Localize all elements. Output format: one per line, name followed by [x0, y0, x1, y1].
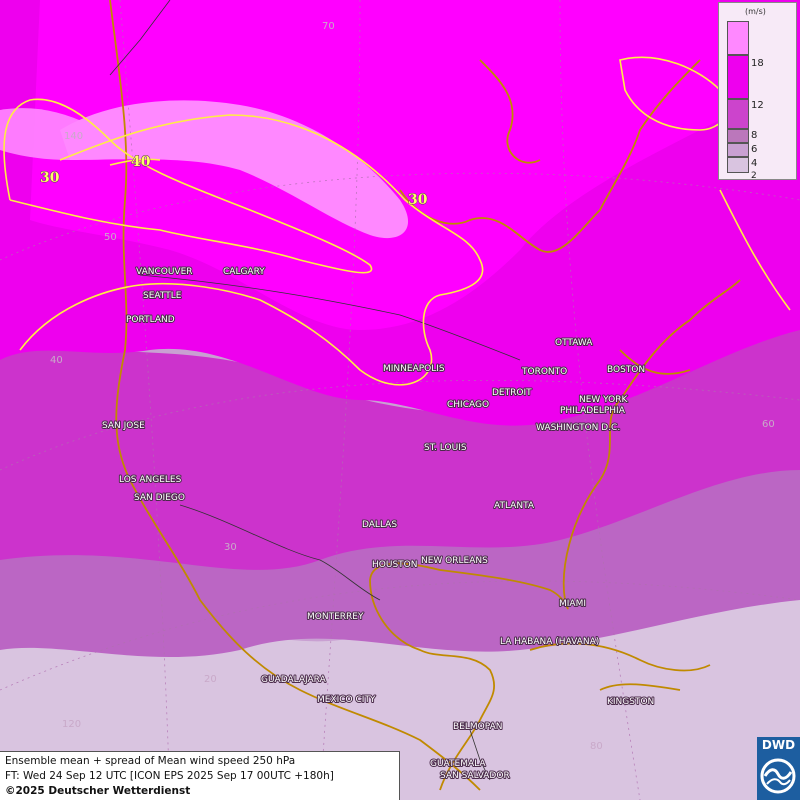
legend-tick-8: 8	[751, 130, 758, 141]
city-portland: PORTLAND	[126, 315, 175, 325]
isoline-label-40: 40	[131, 154, 151, 170]
legend-swatch-4-6	[727, 143, 749, 157]
lat-label-70: 70	[322, 21, 335, 32]
map-title: Ensemble mean + spread of Mean wind spee…	[5, 755, 296, 767]
city-toronto: TORONTO	[521, 367, 567, 377]
dwd-logo-text: DWD	[761, 738, 796, 752]
city-belmopan: BELMOPAN	[453, 722, 502, 732]
shade-jet-core-west	[0, 108, 90, 160]
shade-core	[30, 0, 720, 330]
city-calgary: CALGARY	[223, 267, 265, 277]
legend-swatch-18plus	[727, 21, 749, 55]
legend-tick-4: 4	[751, 158, 758, 169]
graticule-labels: 70 140 50 40 30 20 120 60 80	[50, 21, 775, 752]
city-chicago: CHICAGO	[447, 400, 489, 410]
dwd-logo: DWD	[757, 737, 800, 800]
forecast-time: FT: Wed 24 Sep 12 UTC [ICON EPS 2025 Sep…	[5, 770, 334, 782]
city-detroit: DETROIT	[492, 388, 532, 398]
legend-swatch-8-12	[727, 99, 749, 129]
isoline-label-30-west: 30	[40, 170, 60, 186]
city-havana: LA HABANA (HAVANA)	[500, 637, 599, 647]
city-washington-dc: WASHINGTON D.C.	[536, 423, 620, 433]
lon-label-120: 120	[62, 719, 81, 730]
city-new-york: NEW YORK	[579, 395, 629, 405]
color-legend: (m/s) 18 12 8 6 4 2	[718, 2, 797, 181]
legend-tick-18: 18	[751, 58, 764, 69]
dwd-wave-icon	[760, 758, 796, 794]
legend-tick-6: 6	[751, 144, 758, 155]
city-dallas: DALLAS	[362, 520, 397, 530]
city-st-louis: ST. LOUIS	[424, 443, 467, 453]
isoline-labels: 30 40 30	[40, 154, 429, 209]
lon-label-80: 80	[590, 741, 603, 752]
city-labels: VANCOUVER CALGARY SEATTLE PORTLAND SAN J…	[101, 266, 655, 782]
lat-label-30: 30	[224, 542, 237, 553]
lat-label-50: 50	[104, 232, 117, 243]
legend-swatch-6-8	[727, 129, 749, 143]
city-mexico-city: MEXICO CITY	[317, 695, 376, 705]
city-guatemala: GUATEMALA	[430, 759, 486, 769]
city-vancouver: VANCOUVER	[136, 267, 193, 277]
city-philadelphia: PHILADELPHIA	[560, 406, 626, 416]
coastlines	[109, 0, 741, 791]
lat-label-20: 20	[204, 674, 217, 685]
lat-label-40: 40	[50, 355, 63, 366]
city-guadalajara: GUADALAJARA	[261, 675, 327, 685]
city-san-diego: SAN DIEGO	[134, 493, 185, 503]
legend-swatch-2-4	[727, 157, 749, 173]
city-houston: HOUSTON	[372, 560, 417, 570]
city-boston: BOSTON	[607, 365, 645, 375]
legend-swatch-12-18	[727, 55, 749, 99]
shade-12-18	[0, 310, 800, 570]
city-san-jose: SAN JOSE	[102, 421, 145, 431]
city-seattle: SEATTLE	[143, 291, 182, 301]
city-minneapolis: MINNEAPOLIS	[383, 364, 445, 374]
map-info-box: Ensemble mean + spread of Mean wind spee…	[0, 751, 400, 800]
city-monterrey: MONTERREY	[307, 612, 364, 622]
legend-tick-2: 2	[751, 171, 757, 181]
city-san-salvador: SAN SALVADOR	[440, 771, 510, 781]
legend-tick-12: 12	[751, 100, 764, 111]
city-ottawa: OTTAWA	[555, 338, 593, 348]
city-new-orleans: NEW ORLEANS	[421, 556, 488, 566]
city-miami: MIAMI	[559, 599, 586, 609]
isoline-label-30-central: 30	[408, 192, 428, 208]
city-los-angeles: LOS ANGELES	[119, 475, 182, 485]
city-kingston: KINGSTON	[607, 697, 654, 707]
city-atlanta: ATLANTA	[494, 501, 535, 511]
lon-label-140: 140	[64, 131, 83, 142]
borders	[109, 0, 521, 781]
shade-jet-core	[60, 100, 409, 239]
copyright: ©2025 Deutscher Wetterdienst	[5, 785, 191, 797]
legend-unit: (m/s)	[745, 7, 766, 16]
lon-label-60: 60	[762, 419, 775, 430]
